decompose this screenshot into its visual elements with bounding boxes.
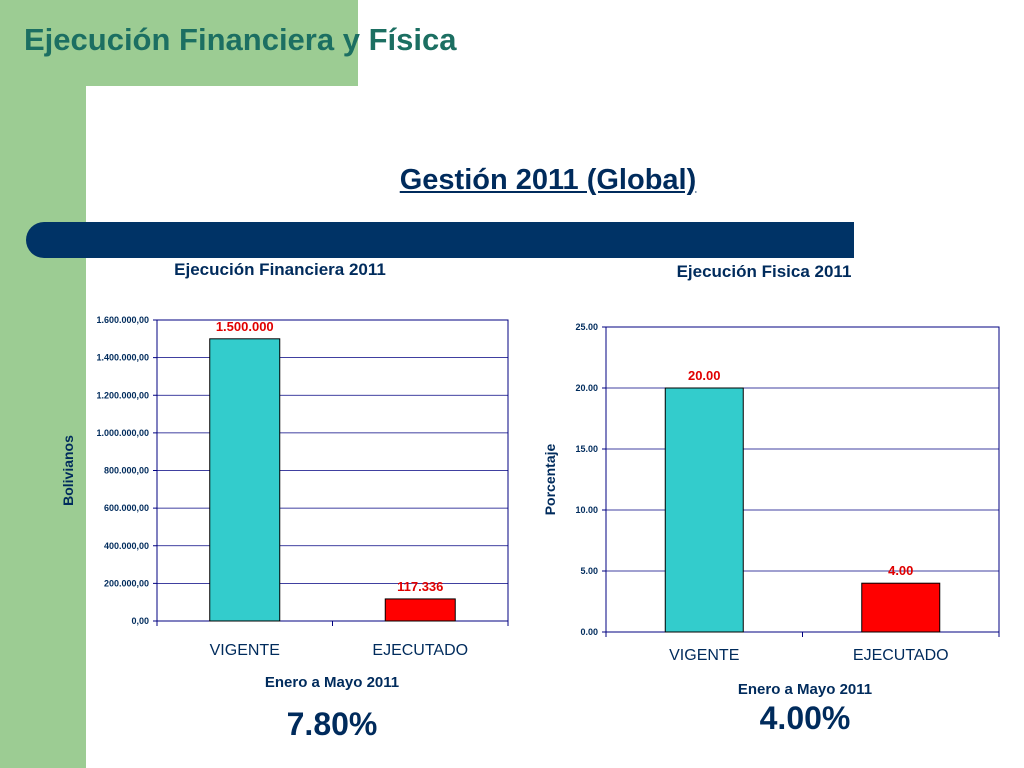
chart-fisica-category-label: EJECUTADO bbox=[853, 647, 949, 664]
chart-fisica-category-label: VIGENTE bbox=[669, 647, 739, 664]
chart-fisica-ytick-label: 10.00 bbox=[575, 505, 598, 515]
chart-fisica-value-label: 4.00 bbox=[888, 563, 913, 578]
chart-fisica-ylabel: Porcentaje bbox=[542, 443, 558, 515]
chart-fisica-value-label: 20.00 bbox=[688, 368, 721, 383]
chart-financiera-value-label: 117.336 bbox=[397, 579, 443, 594]
chart-fisica-ytick-label: 25.00 bbox=[575, 322, 598, 332]
chart-financiera-ytick-label: 200.000,00 bbox=[104, 578, 149, 588]
chart-financiera-ytick-label: 1.000.000,00 bbox=[96, 428, 149, 438]
chart-fisica-title: Ejecución Fisica 2011 bbox=[676, 262, 852, 281]
chart-financiera-ytick-label: 0,00 bbox=[131, 616, 149, 626]
chart-fisica-bar-ejecutado bbox=[861, 582, 941, 633]
navy-divider-band bbox=[26, 222, 854, 258]
chart-financiera-ytick-label: 600.000,00 bbox=[104, 503, 149, 513]
green-left-band bbox=[0, 0, 86, 768]
chart-fisica-ytick-label: 5.00 bbox=[580, 566, 598, 576]
chart-financiera-ytick-label: 800.000,00 bbox=[104, 466, 149, 476]
chart-financiera-ytick-label: 1.600.000,00 bbox=[96, 315, 149, 325]
chart-fisica-summary: 4.00% bbox=[759, 700, 851, 736]
chart-fisica-xlabel: Enero a Mayo 2011 bbox=[737, 681, 873, 698]
chart-financiera-title: Ejecución Financiera 2011 bbox=[174, 260, 386, 279]
chart-financiera-summary: 7.80% bbox=[286, 706, 378, 742]
chart-financiera-ylabel: Bolivianos bbox=[60, 435, 76, 506]
chart-financiera-ytick-label: 1.400.000,00 bbox=[96, 353, 149, 363]
chart-financiera-bar-ejecutado bbox=[384, 598, 456, 622]
chart-financiera-xlabel: Enero a Mayo 2011 bbox=[264, 674, 400, 691]
slide-subtitle: Gestión 2011 (Global) bbox=[399, 164, 697, 196]
chart-financiera-ytick-label: 1.200.000,00 bbox=[96, 390, 149, 400]
chart-fisica-bar-vigente bbox=[664, 387, 744, 633]
slide-title: Ejecución Financiera y Física bbox=[24, 22, 457, 57]
chart-financiera-ytick-label: 400.000,00 bbox=[104, 541, 149, 551]
chart-financiera-value-label: 1.500.000 bbox=[216, 319, 274, 334]
chart-financiera-category-label: EJECUTADO bbox=[372, 642, 468, 659]
chart-fisica-ytick-label: 0.00 bbox=[580, 627, 598, 637]
chart-financiera-category-label: VIGENTE bbox=[210, 642, 280, 659]
chart-financiera-bar-vigente bbox=[209, 338, 281, 622]
chart-fisica-ytick-label: 15.00 bbox=[575, 444, 598, 454]
chart-fisica-ytick-label: 20.00 bbox=[575, 383, 598, 393]
